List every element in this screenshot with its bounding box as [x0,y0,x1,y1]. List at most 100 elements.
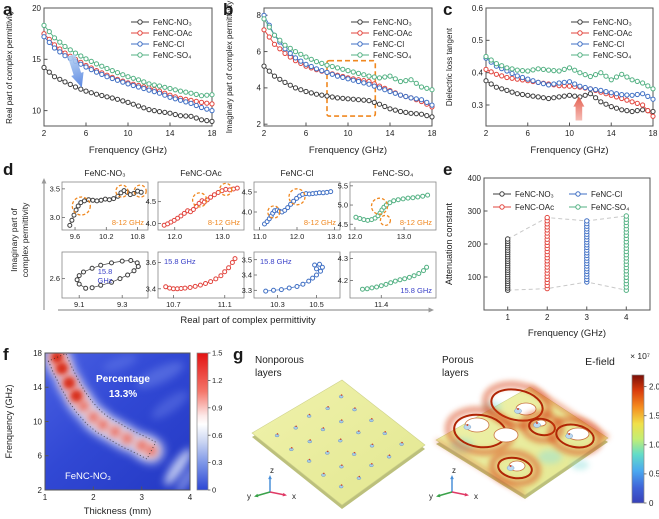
svg-text:10: 10 [33,417,42,426]
svg-text:3.5: 3.5 [242,255,252,264]
panel-letter-e: e [443,160,453,179]
svg-text:Dielectric loss tangent: Dielectric loss tangent [445,27,454,106]
efield-simulation-image: Nonporous layers Porous layers E-field × 10⁷ 2… [247,351,659,509]
svg-text:3.6: 3.6 [146,258,156,267]
pore [489,449,541,487]
svg-text:11.4: 11.4 [374,300,388,309]
panel-f: f Percentage 13.3% FeNC-NO₃ 1 2 3 4 2 6 10 14 18 Thi… [0,345,230,519]
svg-text:18: 18 [208,129,217,138]
particle-dot [307,439,313,444]
svg-text:complex permittivity: complex permittivity [20,202,30,277]
column-FeNC-Cl [584,218,590,285]
svg-text:9.1: 9.1 [74,300,84,309]
particle-dot [338,394,344,399]
svg-text:11.0: 11.0 [253,232,267,241]
svg-text:y: y [247,492,251,501]
heatmap-plot: Percentage 13.3% FeNC-NO₃ [45,353,190,490]
svg-text:Imaginary part of: Imaginary part of [9,207,19,271]
particle-dot [369,418,374,423]
chart-b-imag-permittivity: 2 6 10 14 18 2 4 6 8 Frenquency (GHz) Imaginary pa… [225,1,437,156]
svg-text:8: 8 [257,11,262,20]
svg-text:12.0: 12.0 [290,232,305,241]
legend: FeNC-NO₃ FeNC-OAc FeNC-Cl FeNC-SO₄ [351,18,412,60]
svg-text:8-12 GHz: 8-12 GHz [304,218,336,227]
series-FeNC-NO₃ [483,78,656,115]
column-FeNC-OAc [544,214,550,292]
svg-text:100: 100 [468,273,482,282]
svg-text:Real part of complex permittiv: Real part of complex permittivity [5,10,14,124]
panel-letter-f: f [3,345,9,364]
particle-dot [338,438,343,443]
svg-text:15.8 GHz: 15.8 GHz [400,286,432,295]
svg-text:FeNC-SO₄: FeNC-SO₄ [373,168,414,178]
svg-text:Real part of complex permittiv: Real part of complex permittivity [180,315,315,326]
particle-dot [338,484,344,489]
svg-text:FeNC-Cl: FeNC-Cl [591,190,622,199]
svg-text:0.6: 0.6 [472,4,484,13]
svg-text:9.3: 9.3 [117,300,127,309]
svg-text:3.5: 3.5 [50,184,60,193]
svg-text:FeNC-OAc: FeNC-OAc [593,29,632,38]
highlight-dashed-circle [267,205,281,219]
svg-text:FeNC-NO₃: FeNC-NO₃ [373,18,412,27]
chart-a-real-permittivity: 2 6 10 14 18 10 15 20 Frenquency (GHz) Real part … [5,4,217,156]
nonporous-plane [251,379,426,509]
svg-text:13.0: 13.0 [327,232,342,241]
svg-text:Porous: Porous [442,355,474,366]
particle-dot [386,454,392,459]
svg-text:Frenquency (GHz): Frenquency (GHz) [89,145,167,156]
svg-text:FeNC-Cl: FeNC-Cl [593,40,624,49]
svg-text:FeNC-SO₄: FeNC-SO₄ [591,203,629,212]
cole-subplot-15.8GHz-so4: 11.4 4.2 4.3 15.8 GHz [338,251,437,309]
svg-text:x: x [292,492,296,501]
panel-letter-d: d [3,160,14,179]
column-FeNC-NO₃ [505,236,511,293]
panel-e: e 1 2 3 4 100 200 300 400 Frenquency (GHz) Attenu… [440,160,659,345]
highlight-dashed-circle [219,182,233,197]
series-FeNC-Cl [41,34,215,114]
svg-text:FeNC-NO₃: FeNC-NO₃ [84,168,125,178]
svg-text:10: 10 [565,129,574,138]
svg-text:2: 2 [262,129,267,138]
svg-text:FeNC-Cl: FeNC-Cl [153,40,184,49]
svg-text:13.0: 13.0 [215,232,230,241]
svg-text:0.9: 0.9 [212,403,222,412]
svg-text:1.0: 1.0 [649,441,659,450]
particle-dot [352,407,357,412]
svg-text:8-12 GHz: 8-12 GHz [208,218,240,227]
svg-text:FeNC-OAc: FeNC-OAc [153,29,192,38]
chart-c-loss-tangent: 2 6 10 14 18 0.3 0.4 0.5 0.6 Frenquency (GHz) Diel… [445,4,658,156]
series-FeNC-OAc [41,31,215,107]
svg-text:4.0: 4.0 [146,219,156,228]
colorbar [196,352,209,491]
svg-text:FeNC-SO₄: FeNC-SO₄ [153,51,191,60]
legend: FeNC-NO₃ FeNC-OAc FeNC-Cl FeNC-SO₄ [571,18,632,60]
svg-text:5.0: 5.0 [338,201,348,210]
svg-text:Imaginary part of complex perm: Imaginary part of complex permittivity [225,1,234,134]
svg-text:0: 0 [649,499,654,508]
particle-dot [306,413,312,418]
svg-text:12.0: 12.0 [167,232,182,241]
particle-dot [289,447,294,452]
cole-subplot-FeNC-OAc: 12.0 13.0 4.0 4.5 FeNC-OAc 8-12 GHz [146,168,245,241]
panel-letter-b: b [223,0,234,19]
particle-dot [399,441,404,446]
svg-text:2: 2 [38,486,43,495]
svg-text:4.3: 4.3 [338,254,348,263]
efield-colorbar [631,374,645,504]
svg-text:FeNC-OAc: FeNC-OAc [515,203,554,212]
series-FeNC-SO₄ [41,22,215,99]
cole-subplot-FeNC-SO₄: 12.0 13.0 4.5 5.0 5.5 FeNC-SO₄ 8-12 GHz [338,168,437,241]
svg-text:2.0: 2.0 [649,382,659,391]
svg-text:0.4: 0.4 [472,68,484,77]
svg-text:200: 200 [468,240,482,249]
svg-text:6: 6 [257,47,262,56]
svg-text:18: 18 [649,129,658,138]
svg-text:0.5: 0.5 [649,470,659,479]
svg-text:4: 4 [188,493,193,502]
panel-g: g Nonporous layers Porous layers E-field × 10… [230,345,659,519]
particle-dot [356,475,362,480]
series-FeNC-NO₃ [261,63,435,120]
svg-text:0.5: 0.5 [472,36,484,45]
